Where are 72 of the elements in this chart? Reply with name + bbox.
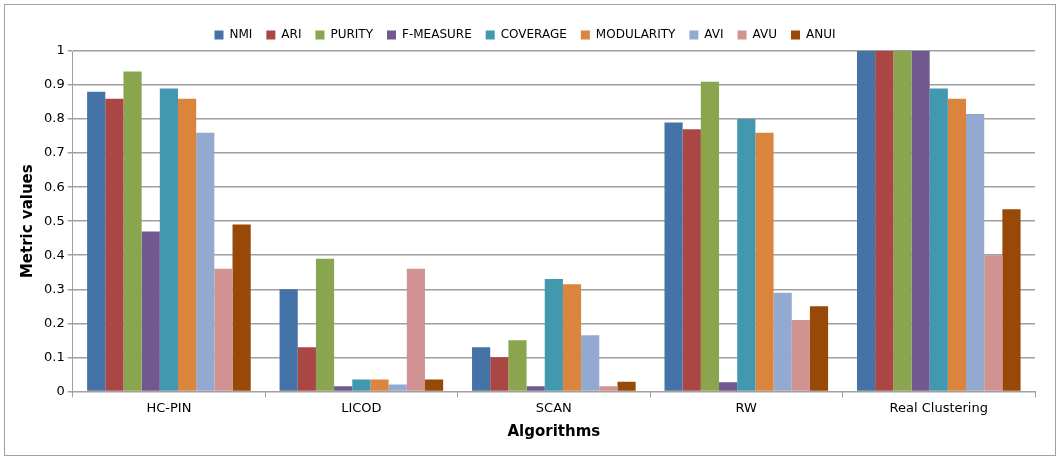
bar	[875, 51, 894, 391]
bar	[562, 284, 582, 391]
bar	[315, 258, 335, 391]
bar	[617, 381, 636, 391]
x-tick-label: SCAN	[535, 399, 572, 415]
legend-label: AVU	[752, 27, 777, 42]
bar	[755, 132, 774, 391]
bar	[424, 379, 444, 391]
bar	[791, 319, 810, 391]
x-tick-label: LICOD	[341, 399, 382, 415]
bar	[737, 119, 756, 391]
y-tick-label: 0.1	[43, 348, 65, 364]
x-tick-label: Real Clustering	[889, 399, 988, 415]
bar	[929, 88, 948, 391]
legend-label: PURITY	[330, 27, 374, 42]
bar	[984, 255, 1003, 391]
bar	[893, 51, 912, 391]
bar	[352, 379, 371, 391]
bar	[664, 122, 683, 391]
bar	[141, 231, 160, 391]
legend-label: AVI	[704, 27, 724, 42]
bar	[599, 386, 618, 391]
x-tick-label: HC-PIN	[146, 399, 192, 415]
y-tick-label: 0.6	[43, 178, 65, 194]
bar	[526, 386, 545, 391]
y-tick-label: 0.8	[43, 110, 65, 126]
y-axis-title: Metric values	[17, 164, 36, 279]
y-tick-label: 0.7	[43, 144, 65, 160]
bar	[105, 98, 124, 391]
legend-label: NMI	[229, 27, 253, 42]
legend-label: COVERAGE	[500, 27, 567, 42]
legend-label: ARI	[281, 27, 302, 42]
bar	[1002, 209, 1021, 391]
legend-label: ANUI	[805, 27, 836, 42]
bar	[279, 289, 298, 391]
bar	[490, 357, 509, 391]
bar	[159, 88, 178, 391]
bar	[123, 71, 142, 391]
bar	[334, 386, 353, 391]
bar	[809, 306, 829, 391]
bar	[472, 347, 491, 391]
bar	[773, 292, 792, 391]
bar	[406, 268, 425, 391]
y-tick-label: 0.9	[43, 76, 65, 92]
bar	[232, 224, 251, 391]
bar	[700, 81, 720, 391]
bar	[966, 113, 985, 391]
bar	[911, 51, 930, 391]
bar	[297, 347, 316, 391]
bar	[544, 279, 563, 391]
bar	[856, 51, 876, 391]
bar	[370, 379, 389, 391]
y-tick-label: 0	[56, 382, 65, 398]
y-tick-label: 0.2	[43, 314, 65, 330]
bar	[581, 335, 600, 391]
x-tick-label: RW	[735, 399, 758, 415]
bar	[508, 340, 527, 391]
bar	[178, 98, 197, 391]
legend-label: F-MEASURE	[402, 27, 472, 42]
x-axis-title: Algorithms	[507, 421, 601, 440]
legend-label: MODULARITY	[595, 27, 677, 42]
bar	[682, 129, 701, 391]
bar	[214, 268, 233, 391]
bar	[87, 91, 106, 391]
y-tick-label: 0.5	[43, 212, 65, 228]
bar	[719, 382, 738, 391]
bar	[947, 98, 967, 391]
bar	[388, 384, 407, 391]
y-tick-label: 0.3	[43, 280, 65, 296]
bar	[196, 132, 215, 391]
y-tick-label: 1	[56, 42, 65, 58]
y-tick-label: 0.4	[43, 246, 65, 262]
